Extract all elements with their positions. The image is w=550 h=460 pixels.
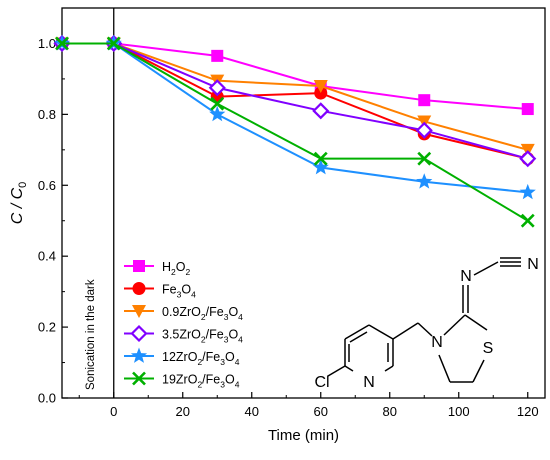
plot-frame (61, 7, 546, 399)
x-marker-stroke (313, 151, 328, 166)
data-point (314, 86, 328, 100)
y-tick-label: 0.4 (38, 249, 56, 264)
legend-entry: 19ZrO2/Fe3O4 (124, 371, 240, 390)
data-point (313, 151, 328, 166)
series-line (62, 42, 528, 160)
thiacloprid-structure: N Cl N S N N (314, 256, 538, 391)
x-marker-stroke (55, 36, 69, 51)
axes: 0 20 40 60 80 100 120 0.0 0.2 0.4 0.6 0.8 1.0 Time (m… (9, 7, 546, 444)
series-layer (53, 34, 537, 228)
legend-marker (130, 347, 148, 363)
x-marker-stroke (132, 371, 146, 386)
series-4 (53, 34, 536, 200)
bond (368, 324, 394, 340)
x-marker-stroke (417, 151, 432, 166)
data-point (520, 213, 535, 228)
x-tick-label: 120 (517, 404, 539, 419)
bond (443, 314, 466, 336)
data-point (55, 36, 69, 51)
bond (464, 314, 488, 331)
x-axis-label: Time (min) (268, 427, 339, 444)
legend-marker (130, 324, 148, 343)
series-line (62, 42, 529, 222)
nitrile-nitrogen: N (527, 256, 539, 273)
legend-marker (132, 282, 146, 295)
legend-label: 12ZrO2/Fe3O4 (162, 350, 240, 367)
legend-label: H2O2 (162, 260, 191, 277)
legend-marker (133, 260, 145, 272)
data-point (106, 36, 121, 51)
series-3 (53, 34, 537, 168)
x-tick-label: 80 (383, 404, 397, 419)
double-bond (349, 331, 368, 343)
legend-entry: Fe3O4 (124, 282, 196, 299)
data-point (313, 80, 328, 93)
x-tick-label: 40 (245, 404, 259, 419)
data-point (416, 173, 433, 189)
legend-entry: 12ZrO2/Fe3O4 (124, 347, 240, 367)
data-point (519, 183, 536, 200)
y-tick-label: 0.8 (38, 107, 56, 122)
x-tick-label: 0 (110, 404, 117, 419)
data-point (211, 49, 224, 62)
data-point (417, 151, 432, 166)
thiazolidine-nitrogen: N (431, 334, 443, 351)
bond (392, 322, 419, 340)
legend-entry: H2O2 (124, 260, 191, 277)
legend-label: 19ZrO2/Fe3O4 (162, 373, 240, 390)
legend-label: Fe3O4 (162, 283, 196, 300)
data-point (415, 121, 433, 139)
bond (417, 322, 433, 337)
y-tick-label: 1.0 (38, 36, 56, 51)
legend-marker (132, 305, 146, 318)
bond (473, 261, 499, 276)
bond (438, 354, 451, 383)
y-axis-label: C / C0 (9, 182, 29, 225)
data-point (312, 102, 330, 120)
bond (384, 365, 394, 372)
x-tick-label: 100 (448, 404, 470, 419)
series-2 (55, 37, 535, 157)
bond (472, 359, 485, 383)
data-point (312, 159, 329, 175)
legend-label: 3.5ZrO2/Fe3O4 (162, 328, 243, 345)
y-tick-label: 0.0 (38, 391, 56, 406)
y-tick-label: 0.2 (38, 320, 56, 335)
bond (344, 324, 370, 340)
chlorine-atom: Cl (314, 374, 329, 391)
legend-label: 0.9ZrO2/Fe3O4 (162, 305, 243, 322)
x-marker-stroke (520, 213, 535, 228)
data-point (519, 150, 537, 168)
data-point (209, 105, 226, 122)
legend: H2O2 Fe3O4 0.9ZrO2/Fe3O4 3.5ZrO2/Fe3O4 12ZrO… (124, 260, 243, 389)
x-tick-label: 20 (176, 404, 190, 419)
x-marker-stroke (210, 96, 225, 111)
data-point (521, 103, 534, 116)
legend-entry: 0.9ZrO2/Fe3O4 (124, 305, 243, 322)
x-marker-stroke (106, 36, 121, 51)
x-tick-label: 60 (314, 404, 328, 419)
y-tick-label: 0.6 (38, 178, 56, 193)
series-line (62, 42, 528, 194)
pyridine-nitrogen: N (363, 374, 375, 391)
series-line (62, 42, 529, 151)
dark-phase-label: Sonication in the dark (85, 279, 97, 390)
bond (327, 365, 346, 377)
imine-nitrogen: N (460, 268, 472, 285)
series-5 (55, 36, 535, 228)
data-point (210, 96, 225, 111)
bond (344, 365, 354, 372)
legend-entry: 3.5ZrO2/Fe3O4 (124, 324, 243, 345)
data-point (418, 94, 431, 107)
data-point (208, 79, 226, 97)
legend-marker (132, 371, 146, 386)
sulfur-atom: S (483, 340, 494, 357)
